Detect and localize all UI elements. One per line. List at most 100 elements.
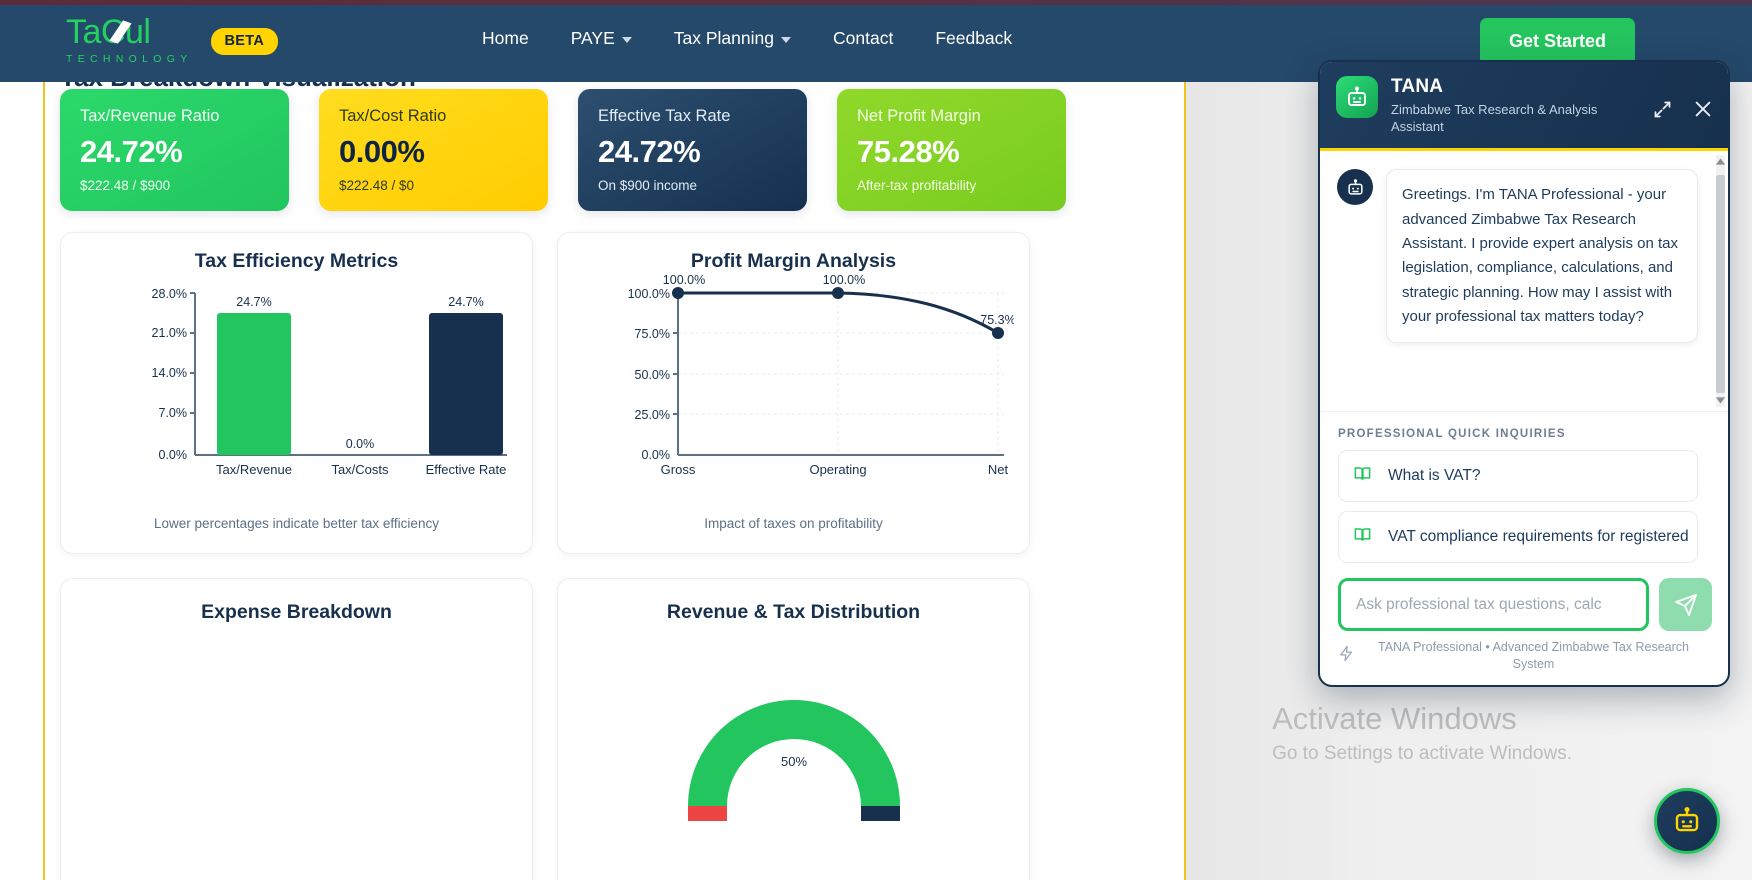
card-title: Tax Efficiency Metrics <box>194 250 399 272</box>
chart-row-two: Expense Breakdown Revenue & Tax Distribu… <box>60 578 1030 880</box>
quick-inquiries-heading: PROFESSIONAL QUICK INQUIRIES <box>1338 428 1566 441</box>
y-tick-label: 7.0% <box>158 406 187 420</box>
y-tick-label: 0.0% <box>641 448 670 462</box>
card-title: Expense Breakdown <box>201 601 392 623</box>
x-tick-label: Net <box>987 462 1008 477</box>
robot-icon <box>1336 76 1378 118</box>
card-expense-breakdown: Expense Breakdown <box>60 578 533 880</box>
chevron-down-icon <box>621 37 632 43</box>
line-point-operating <box>831 287 844 299</box>
dashboard-content: Tax Breakdown Visualization Tax/Revenue … <box>46 82 1184 880</box>
logo-subtext: TECHNOLOGY <box>66 53 193 65</box>
windows-activation-watermark: Activate Windows Go to Settings to activ… <box>1272 701 1572 765</box>
scroll-up-icon[interactable] <box>1715 155 1726 168</box>
card-profit-margin-analysis: Profit Margin Analysis <box>557 232 1030 554</box>
kpi-label: Tax/Cost Ratio <box>339 107 447 125</box>
kpi-card-tax-cost-ratio: Tax/Cost Ratio 0.00% $222.48 / $0 <box>319 89 548 211</box>
line-data-label: 100.0% <box>662 273 704 287</box>
watermark-title: Activate Windows <box>1272 701 1517 737</box>
x-tick-label: Tax/Revenue <box>216 462 292 477</box>
line-point-net <box>991 327 1004 339</box>
gauge-chart-revenue-tax: 50% <box>687 700 900 821</box>
kpi-sub: $222.48 / $0 <box>339 178 415 193</box>
watermark-subtitle: Go to Settings to activate Windows. <box>1272 743 1572 764</box>
card-title: Profit Margin Analysis <box>690 250 897 272</box>
nav-item-paye[interactable]: PAYE <box>569 24 634 53</box>
get-started-button[interactable]: Get Started <box>1479 18 1635 65</box>
nav-item-feedback[interactable]: Feedback <box>933 24 1014 53</box>
kpi-card-tax-revenue-ratio: Tax/Revenue Ratio 24.72% $222.48 / $900 <box>60 89 289 211</box>
kpi-sub: $222.48 / $900 <box>80 178 171 193</box>
kpi-label: Net Profit Margin <box>857 107 981 125</box>
chat-scrollbar-thumb[interactable] <box>1716 175 1725 394</box>
kpi-value: 24.72% <box>80 134 183 169</box>
kpi-card-net-profit-margin: Net Profit Margin 75.28% After-tax profi… <box>837 89 1066 211</box>
assistant-message-text: Greetings. I'm TANA Professional - your … <box>1386 169 1698 344</box>
kpi-sub: After-tax profitability <box>857 178 977 193</box>
y-tick-label: 28.0% <box>151 287 186 301</box>
x-tick-label: Operating <box>809 462 866 477</box>
card-tax-efficiency-metrics: Tax Efficiency Metrics 28.0% 21.0% 14.0%… <box>60 232 533 554</box>
tana-assistant-panel: TANA Zimbabwe Tax Research & Analysis As… <box>1318 60 1730 687</box>
line-data-label: 100.0% <box>822 273 864 287</box>
lightning-icon <box>1338 645 1355 667</box>
y-tick-label: 75.0% <box>634 327 669 341</box>
page-left-gutter <box>0 0 44 880</box>
bar-chart-tax-efficiency: 28.0% 21.0% 14.0% 7.0% 0.0% <box>151 287 507 477</box>
y-tick-label: 25.0% <box>634 408 669 422</box>
kpi-value: 24.72% <box>598 134 701 169</box>
kpi-sub: On $900 income <box>598 178 698 193</box>
kpi-value: 0.00% <box>339 134 425 169</box>
nav-item-home-label: Home <box>482 28 529 48</box>
kpi-value: 75.28% <box>857 134 960 169</box>
gauge-data-label: 50% <box>780 754 806 769</box>
assistant-message: Greetings. I'm TANA Professional - your … <box>1320 151 1728 353</box>
nav-item-contact[interactable]: Contact <box>831 24 895 53</box>
page-title: Tax Breakdown Visualization <box>60 82 416 93</box>
card-title: Revenue & Tax Distribution <box>666 601 921 623</box>
quick-inquiry-label: VAT compliance requirements for register… <box>1388 528 1689 546</box>
line-data-label: 75.3% <box>980 313 1014 327</box>
chart-row-one: Tax Efficiency Metrics 28.0% 21.0% 14.0%… <box>60 232 1030 554</box>
x-tick-label: Gross <box>660 462 695 477</box>
expand-icon[interactable] <box>1652 98 1673 120</box>
quick-inquiry-vat-compliance[interactable]: VAT compliance requirements for register… <box>1338 511 1698 564</box>
x-tick-label: Effective Rate <box>425 462 506 477</box>
assistant-header: TANA Zimbabwe Tax Research & Analysis As… <box>1320 62 1728 152</box>
scroll-down-icon[interactable] <box>1715 394 1726 407</box>
brand-logo[interactable]: TaCul TECHNOLOGY BETA <box>66 13 279 65</box>
close-icon[interactable] <box>1692 98 1714 120</box>
y-tick-label: 50.0% <box>634 368 669 382</box>
y-tick-label: 100.0% <box>627 287 669 301</box>
nav-item-tax-planning[interactable]: Tax Planning <box>672 24 793 53</box>
nav-links: Home PAYE Tax Planning Contact Feedback <box>480 24 1014 53</box>
x-tick-label: Tax/Costs <box>331 462 389 477</box>
y-tick-label: 21.0% <box>151 326 186 340</box>
assistant-title: TANA <box>1391 76 1444 97</box>
nav-item-tax-planning-label: Tax Planning <box>673 28 774 48</box>
left-accent-rule <box>43 60 45 880</box>
bar-data-label: 0.0% <box>345 437 374 451</box>
chevron-down-icon <box>781 37 791 43</box>
quick-inquiry-label: What is VAT? <box>1388 467 1481 485</box>
chat-input[interactable] <box>1338 578 1649 632</box>
assistant-footer: TANA Professional • Advanced Zimbabwe Ta… <box>1320 635 1728 685</box>
logo-text-cul: Cul <box>101 13 151 51</box>
quick-inquiries-section: PROFESSIONAL QUICK INQUIRIES What is VAT… <box>1320 411 1728 572</box>
kpi-label: Tax/Revenue Ratio <box>80 107 220 125</box>
bar-tax-revenue <box>216 313 291 455</box>
kpi-card-row: Tax/Revenue Ratio 24.72% $222.48 / $900 … <box>60 89 1066 211</box>
book-icon <box>1353 525 1372 549</box>
assistant-header-actions <box>1652 98 1714 120</box>
quick-inquiry-what-is-vat[interactable]: What is VAT? <box>1338 450 1698 503</box>
y-tick-label: 0.0% <box>158 448 187 462</box>
bar-data-label: 24.7% <box>448 295 483 309</box>
bar-effective-rate <box>428 313 503 455</box>
nav-item-contact-label: Contact <box>833 28 894 48</box>
nav-item-home[interactable]: Home <box>480 24 531 53</box>
card-note: Impact of taxes on profitability <box>704 516 883 531</box>
assistant-fab-button[interactable] <box>1654 788 1720 854</box>
send-button[interactable] <box>1659 578 1712 632</box>
chat-input-row <box>1320 572 1728 635</box>
card-revenue-tax-distribution: Revenue & Tax Distribution 50% <box>557 578 1030 880</box>
